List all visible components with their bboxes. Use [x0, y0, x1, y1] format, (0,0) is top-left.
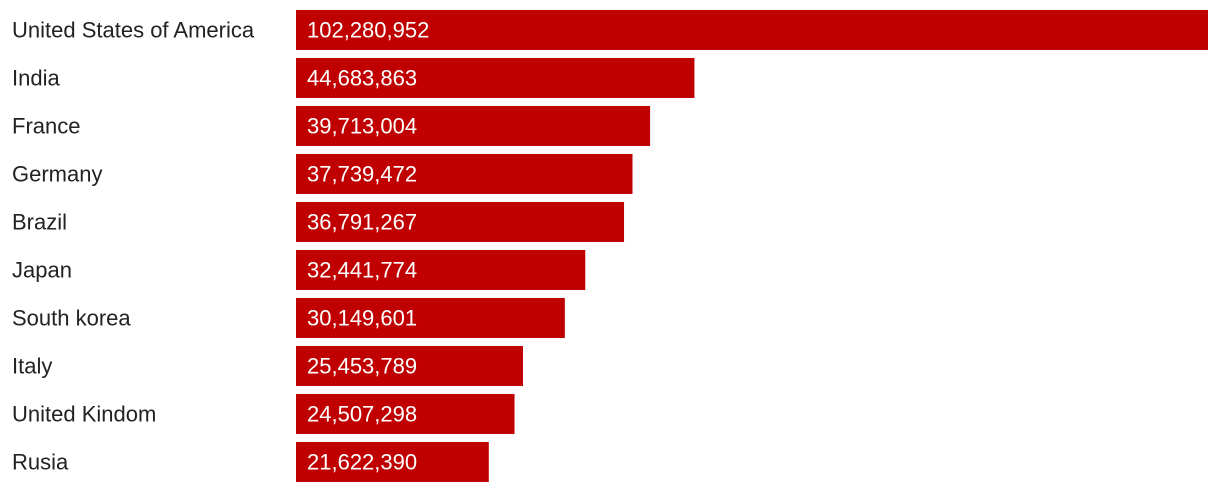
category-label: United States of America [12, 18, 255, 43]
category-label: Japan [12, 258, 72, 283]
bar [296, 346, 523, 386]
category-label: United Kindom [12, 402, 156, 427]
value-label: 30,149,601 [307, 306, 417, 331]
category-label: Germany [12, 162, 102, 187]
category-labels: United States of America India France Germa… [12, 18, 255, 475]
bar [296, 202, 625, 242]
bar [296, 298, 565, 338]
category-label: Rusia [12, 450, 69, 475]
value-label: 39,713,004 [307, 114, 417, 139]
value-label: 44,683,863 [307, 66, 417, 91]
value-label: 21,622,390 [307, 450, 417, 475]
bar [296, 442, 489, 482]
category-label: Italy [12, 354, 52, 379]
value-label: 32,441,774 [307, 258, 417, 283]
category-label: India [12, 66, 60, 91]
category-label: France [12, 114, 80, 139]
value-label: 25,453,789 [307, 354, 417, 379]
value-label: 37,739,472 [307, 162, 417, 187]
category-label: South korea [12, 306, 131, 331]
value-label: 36,791,267 [307, 210, 417, 235]
value-label: 102,280,952 [307, 18, 429, 43]
bar [296, 154, 633, 194]
bar [296, 250, 586, 290]
bar [296, 58, 695, 98]
bar [296, 106, 651, 146]
category-label: Brazil [12, 210, 67, 235]
bar [296, 394, 515, 434]
value-label: 24,507,298 [307, 402, 417, 427]
value-labels: 102,280,952 44,683,863 39,713,004 37,739,47… [307, 18, 429, 475]
bar [296, 10, 1208, 50]
bars [296, 10, 1208, 482]
